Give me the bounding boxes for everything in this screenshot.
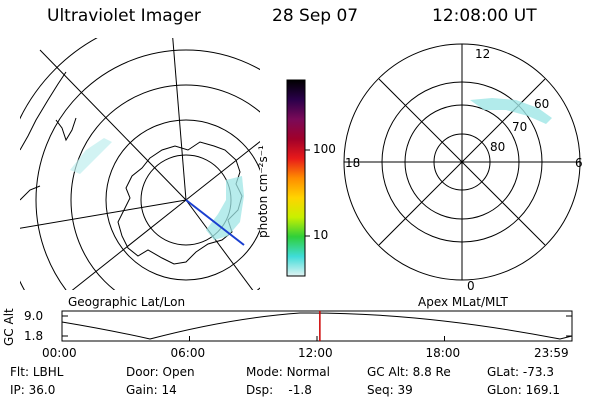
- satellite-track: [185, 199, 245, 246]
- mlat-label-60: 60: [534, 97, 550, 111]
- mlt-dial: [343, 43, 581, 281]
- info-mode: Mode: Normal: [246, 365, 330, 379]
- mlat-label-80: 80: [490, 140, 506, 154]
- colorbar: [286, 79, 310, 277]
- info-glat: GLat: -73.3: [487, 365, 554, 379]
- info-flt: Flt: LBHL: [10, 365, 64, 379]
- alt-ytick-high: 9.0: [24, 309, 44, 323]
- info-ip: IP: 36.0: [10, 383, 56, 397]
- info-gain: Gain: 14: [126, 383, 177, 397]
- geographic-map: [20, 38, 260, 290]
- mlt-dial-caption: Apex MLat/MLT: [418, 295, 508, 309]
- mlt-label-0: 0: [467, 279, 475, 293]
- geo-map-caption: Geographic Lat/Lon: [68, 295, 186, 309]
- alt-axis-label: GC Alt: [2, 308, 16, 346]
- mlt-aurora: [470, 98, 552, 124]
- info-dsp: Dsp: -1.8: [246, 383, 312, 397]
- time-tick-label: 23:59: [534, 346, 569, 360]
- alt-ytick-low: 1.8: [24, 329, 44, 343]
- altitude-curve: [61, 312, 573, 340]
- info-door: Door: Open: [126, 365, 195, 379]
- colorbar-fill: [286, 79, 306, 277]
- info-glon: GLon: 169.1: [487, 383, 560, 397]
- header-date: 28 Sep 07: [272, 6, 359, 26]
- mlt-label-12: 12: [475, 47, 491, 61]
- time-tick-label: 06:00: [170, 346, 206, 360]
- mlt-label-6: 6: [575, 156, 583, 170]
- app-title: Ultraviolet Imager: [47, 6, 201, 26]
- colorbar-tick-100: 100: [313, 142, 336, 156]
- time-tick-label: 12:00: [298, 346, 333, 360]
- info-seq: Seq: 39: [367, 383, 413, 397]
- time-tick-label: 18:00: [425, 346, 461, 360]
- header-time: 12:08:00 UT: [432, 6, 537, 26]
- colorbar-tick-10: 10: [313, 228, 329, 242]
- altitude-plot: [61, 310, 573, 342]
- info-gc-alt: GC Alt: 8.8 Re: [367, 365, 451, 379]
- time-tick-label: 00:00: [42, 346, 77, 360]
- mlat-label-70: 70: [512, 120, 528, 134]
- colorbar-unit-label: photon cm⁻²s⁻¹: [256, 145, 270, 238]
- mlt-label-18: 18: [345, 156, 361, 170]
